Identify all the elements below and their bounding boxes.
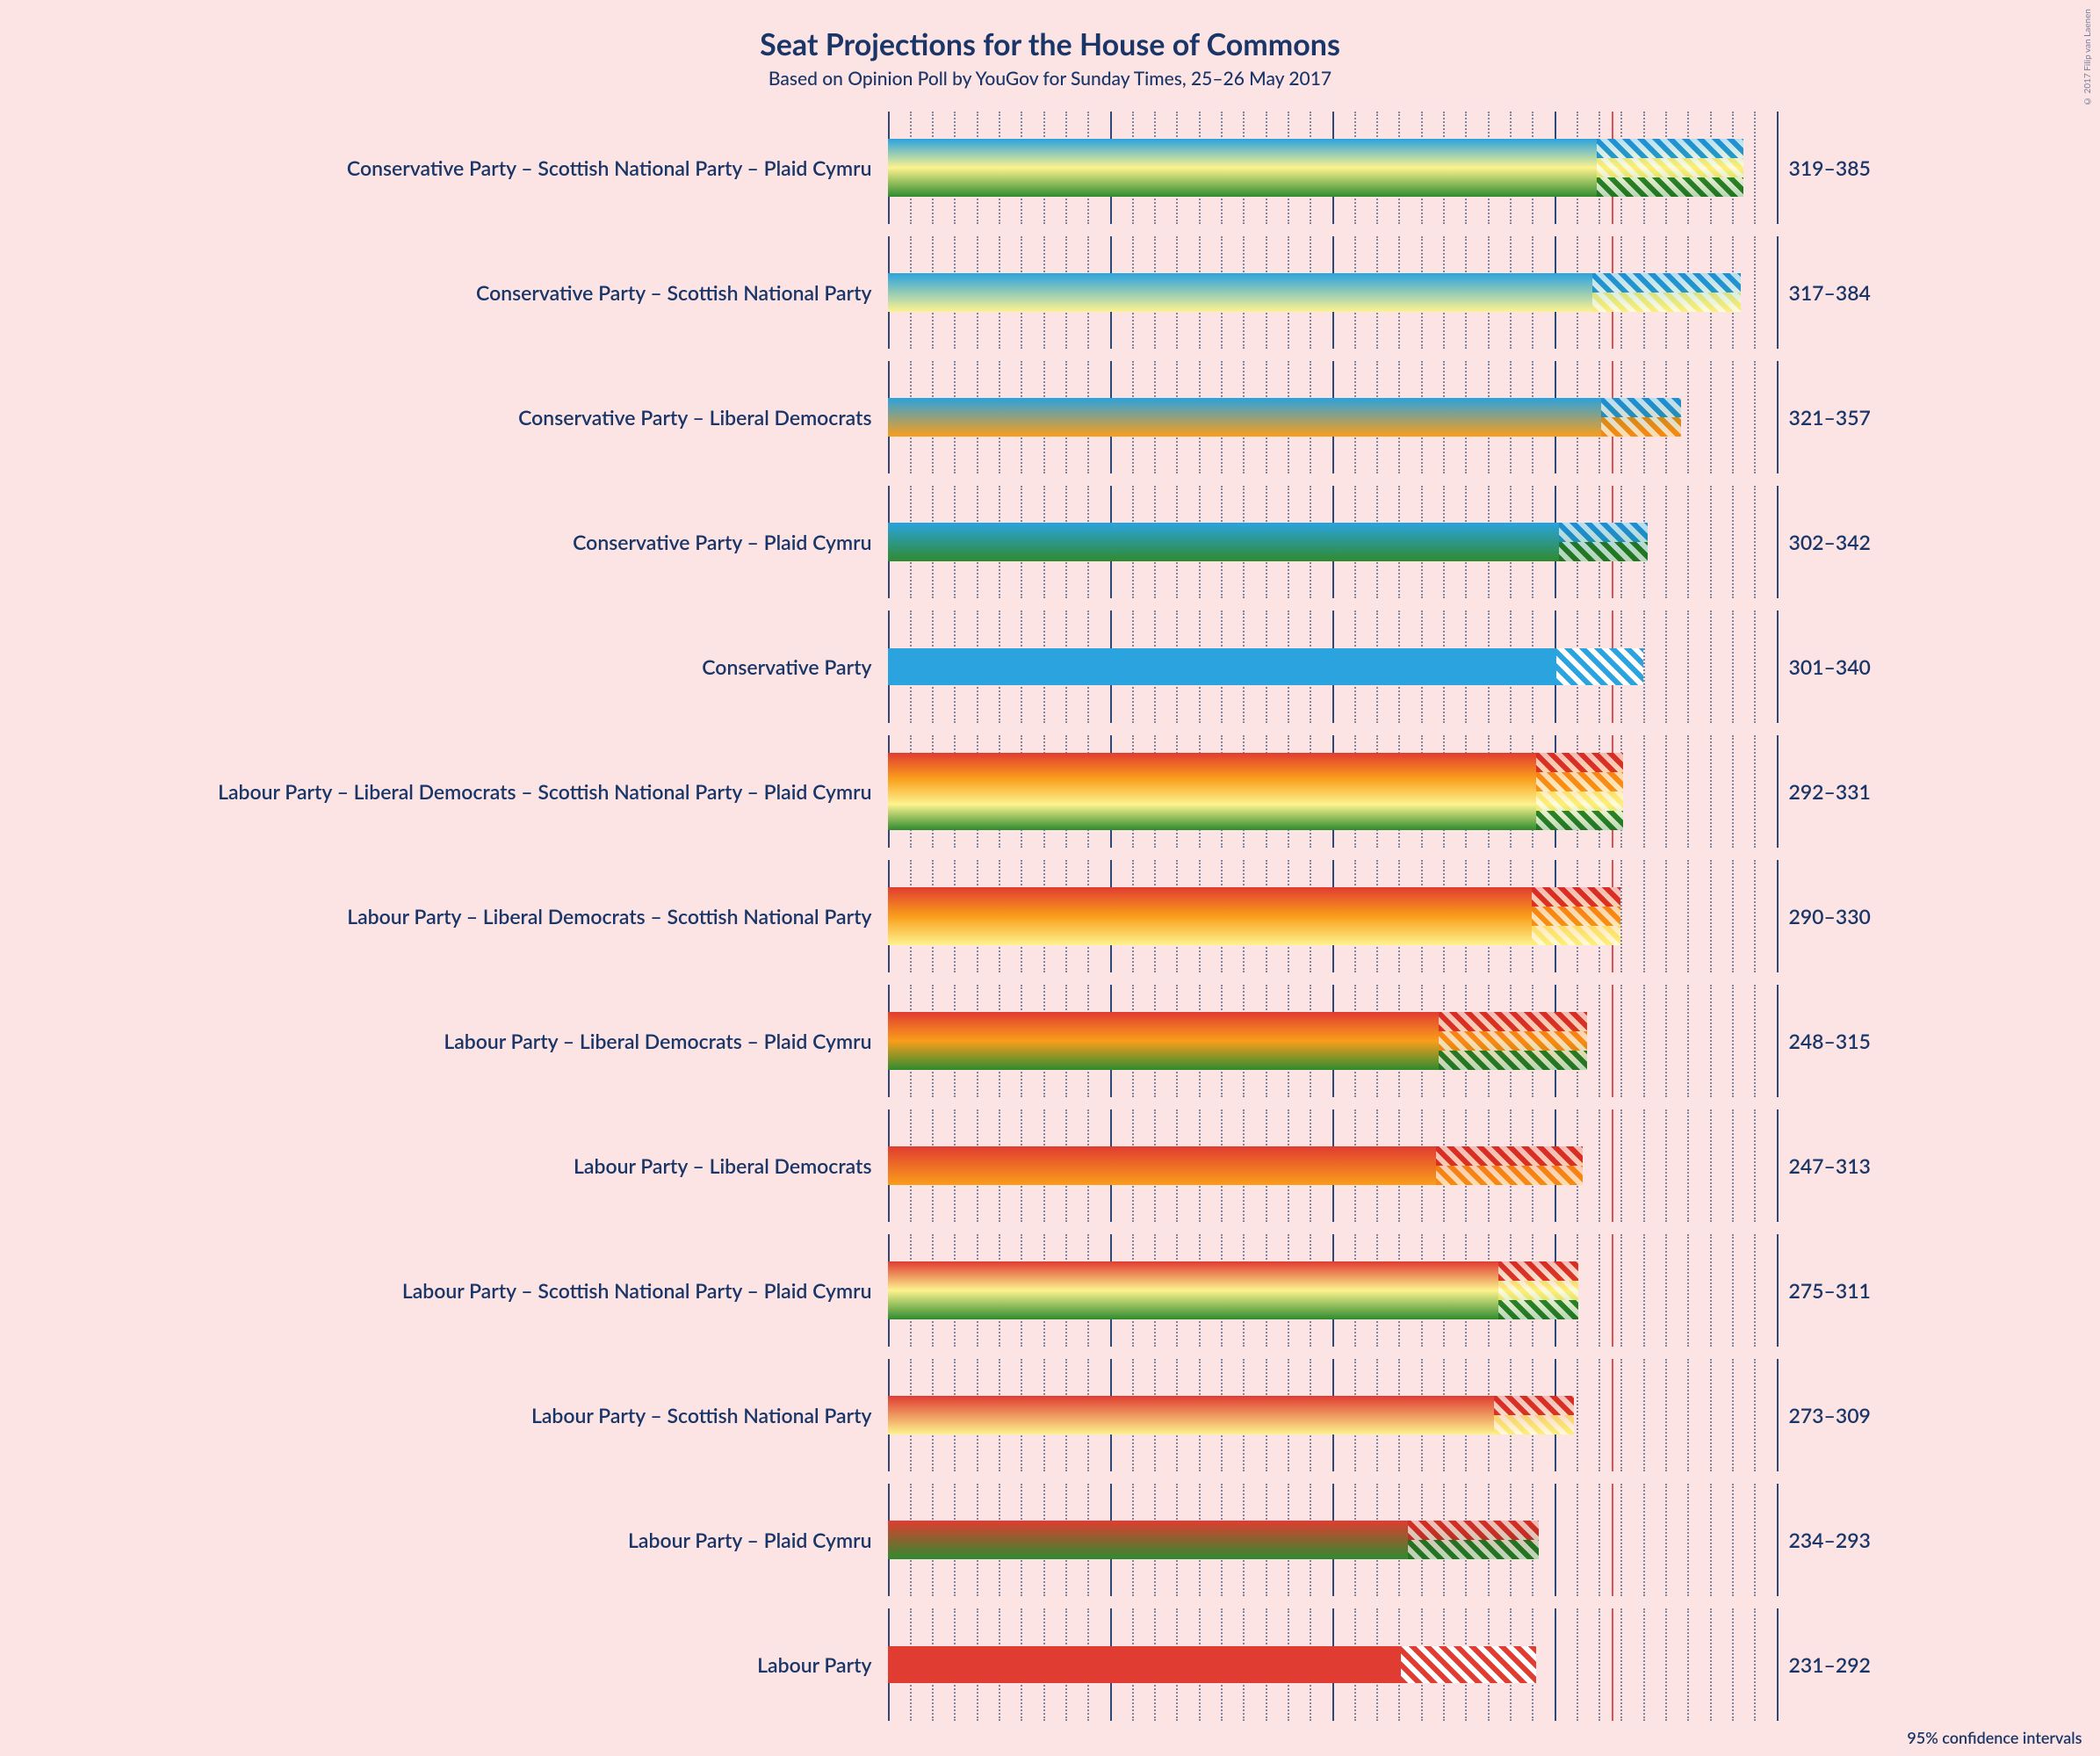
bar: [888, 1521, 1408, 1559]
chart-row: Conservative Party 301–340: [18, 611, 2082, 723]
row-label: Labour Party – Plaid Cymru: [18, 1528, 888, 1552]
row-label: Labour Party – Liberal Democrats – Scott…: [18, 904, 888, 929]
row-value: 248–315: [1777, 1029, 1935, 1053]
bar: [888, 648, 1777, 685]
bar-group: [888, 1109, 1777, 1222]
bar-group: [888, 1359, 1777, 1471]
row-value: 292–331: [1777, 779, 1935, 804]
bar-group: [888, 1484, 1777, 1596]
bar: [888, 1261, 1499, 1319]
row-label: Labour Party – Liberal Democrats – Scott…: [18, 779, 888, 804]
row-label: Conservative Party: [18, 654, 888, 679]
bar-group: [888, 1608, 1777, 1721]
bar-group: [888, 112, 1777, 224]
chart-row: Labour Party – Scottish National Party 27…: [18, 1359, 2082, 1471]
bar-group: [888, 735, 1777, 848]
row-label: Labour Party – Scottish National Party: [18, 1403, 888, 1427]
row-label: Conservative Party – Liberal Democrats: [18, 405, 888, 430]
chart-row: Labour Party 231–292: [18, 1608, 2082, 1721]
chart-subtitle: Based on Opinion Poll by YouGov for Sund…: [18, 68, 2082, 90]
chart: Conservative Party – Scottish National P…: [18, 112, 2082, 1721]
bar: [888, 1012, 1439, 1070]
chart-row: Labour Party – Liberal Democrats – Plaid…: [18, 985, 2082, 1097]
chart-row: Conservative Party – Plaid Cymru 302–342: [18, 486, 2082, 598]
row-value: 231–292: [1777, 1652, 1935, 1677]
bar: [888, 1646, 1777, 1683]
chart-row: Conservative Party – Liberal Democrats 32…: [18, 361, 2082, 473]
bar-group: [888, 860, 1777, 972]
bar: [888, 139, 1597, 197]
row-value: 321–357: [1777, 405, 1935, 430]
row-value: 319–385: [1777, 155, 1935, 180]
row-label: Conservative Party – Plaid Cymru: [18, 530, 888, 554]
copyright: © 2017 Filip van Laenen: [2082, 9, 2093, 106]
row-label: Labour Party: [18, 1652, 888, 1677]
chart-row: Labour Party – Scottish National Party –…: [18, 1234, 2082, 1347]
chart-row: Labour Party – Liberal Democrats 247–313: [18, 1109, 2082, 1222]
row-label: Labour Party – Scottish National Party –…: [18, 1278, 888, 1303]
chart-row: Labour Party – Liberal Democrats – Scott…: [18, 735, 2082, 848]
row-value: 273–309: [1777, 1403, 1935, 1427]
row-value: 317–384: [1777, 280, 1935, 305]
bar-group: [888, 611, 1777, 723]
row-label: Labour Party – Liberal Democrats – Plaid…: [18, 1029, 888, 1053]
chart-title: Seat Projections for the House of Common…: [18, 26, 2082, 62]
chart-row: Labour Party – Plaid Cymru 234–293: [18, 1484, 2082, 1596]
chart-row: Conservative Party – Scottish National P…: [18, 236, 2082, 349]
chart-row: Labour Party – Liberal Democrats – Scott…: [18, 860, 2082, 972]
bar-group: [888, 985, 1777, 1097]
bar-group: [888, 236, 1777, 349]
row-label: Conservative Party – Scottish National P…: [18, 155, 888, 180]
bar: [888, 1146, 1437, 1185]
row-label: Labour Party – Liberal Democrats: [18, 1153, 888, 1178]
row-label: Conservative Party – Scottish National P…: [18, 280, 888, 305]
ci-label: 95% confidence intervals: [1907, 1728, 2082, 1747]
bar: [888, 887, 1533, 945]
row-value: 290–330: [1777, 904, 1935, 929]
bar: [888, 273, 1592, 312]
bar: [888, 523, 1559, 561]
chart-row: Conservative Party – Scottish National P…: [18, 112, 2082, 224]
bar: [888, 398, 1601, 437]
row-value: 275–311: [1777, 1278, 1935, 1303]
bar-group: [888, 1234, 1777, 1347]
row-value: 247–313: [1777, 1153, 1935, 1178]
chart-rows: Conservative Party – Scottish National P…: [18, 112, 2082, 1721]
row-value: 301–340: [1777, 654, 1935, 679]
bar-group: [888, 361, 1777, 473]
bar: [888, 753, 1537, 830]
row-value: 234–293: [1777, 1528, 1935, 1552]
row-value: 302–342: [1777, 530, 1935, 554]
bar-group: [888, 486, 1777, 598]
bar: [888, 1396, 1495, 1434]
